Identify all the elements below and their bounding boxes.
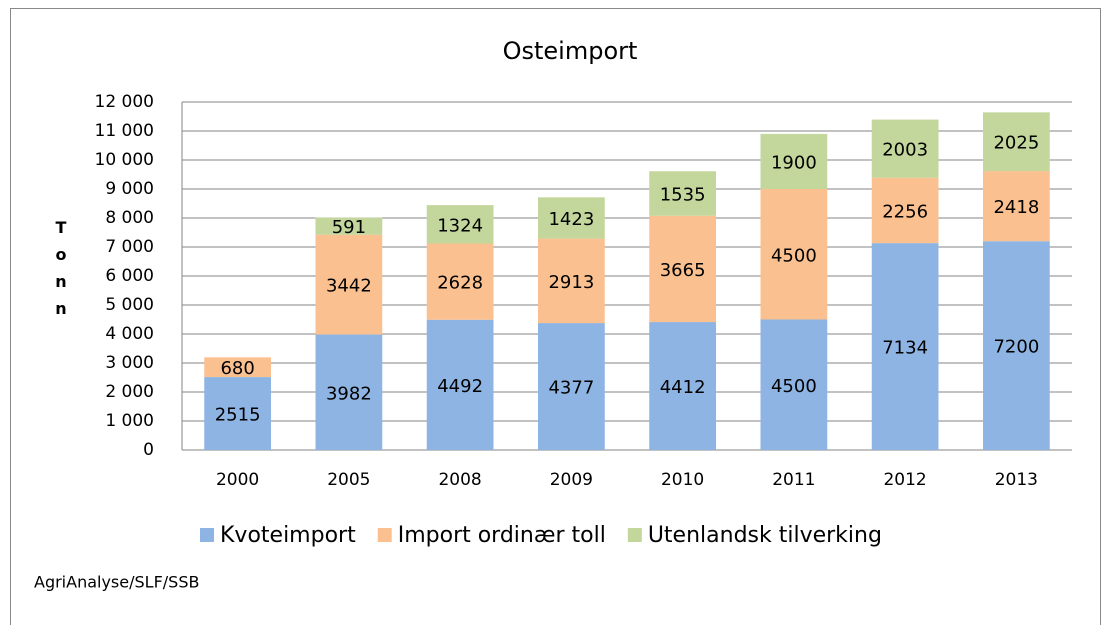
data-label: 3665 bbox=[660, 260, 706, 281]
data-label: 2418 bbox=[993, 197, 1039, 218]
legend-swatch bbox=[627, 528, 642, 542]
x-tick-label: 2011 bbox=[772, 470, 815, 490]
data-label: 1900 bbox=[771, 152, 817, 173]
x-tick-label: 2013 bbox=[995, 470, 1038, 490]
y-tick-label: 5 000 bbox=[105, 295, 154, 315]
y-tick-label: 10 000 bbox=[95, 150, 154, 170]
data-label: 2003 bbox=[882, 140, 928, 161]
bar-segment bbox=[538, 238, 605, 324]
bar-segment bbox=[760, 189, 828, 320]
bar-segment bbox=[426, 243, 494, 320]
data-label: 3982 bbox=[326, 383, 372, 404]
legend-label: Kvoteimport bbox=[220, 523, 356, 548]
x-tick-label: 2008 bbox=[438, 470, 481, 490]
legend-swatch bbox=[200, 528, 214, 542]
y-tick-label: 7 000 bbox=[105, 237, 154, 257]
y-tick-label: 1 000 bbox=[105, 411, 154, 431]
data-label: 1324 bbox=[437, 215, 483, 236]
bar-segment bbox=[649, 171, 716, 216]
bar-segment bbox=[204, 377, 271, 450]
x-tick-label: 2009 bbox=[550, 470, 593, 490]
bar-segment bbox=[426, 319, 494, 450]
data-label: 2913 bbox=[548, 272, 594, 293]
y-tick-label: 4 000 bbox=[105, 324, 154, 344]
y-tick-label: 0 bbox=[143, 440, 154, 460]
legend-label: Import ordinær toll bbox=[398, 523, 606, 548]
x-tick-label: 2000 bbox=[216, 470, 259, 490]
bar-segment bbox=[315, 334, 383, 450]
x-tick-label: 2005 bbox=[327, 470, 370, 490]
bar-segment bbox=[538, 323, 605, 450]
data-label: 3442 bbox=[326, 276, 372, 297]
data-label: 7200 bbox=[993, 337, 1039, 358]
bar-segment bbox=[649, 322, 716, 450]
bar-segment bbox=[871, 243, 939, 450]
source: AgriAnalyse/SLF/SSB bbox=[34, 573, 199, 592]
data-label: 2256 bbox=[882, 201, 928, 222]
chart-title: Osteimport bbox=[503, 37, 638, 65]
y-axis-label: Tonn bbox=[52, 218, 71, 326]
bar-segment bbox=[649, 215, 716, 323]
data-label: 680 bbox=[220, 358, 254, 379]
y-tick-label: 3 000 bbox=[105, 353, 154, 373]
y-tick-label: 2 000 bbox=[105, 382, 154, 402]
y-tick-label: 12 000 bbox=[95, 92, 154, 112]
x-tick-label: 2010 bbox=[661, 470, 704, 490]
legend-label: Utenlandsk tilverking bbox=[648, 523, 882, 548]
data-label: 2515 bbox=[215, 405, 261, 426]
data-label: 4412 bbox=[660, 377, 706, 398]
y-tick-label: 8 000 bbox=[105, 208, 154, 228]
data-label: 591 bbox=[332, 217, 366, 238]
bar-segment bbox=[871, 119, 939, 178]
bar-segment bbox=[315, 217, 383, 235]
bar-segment bbox=[538, 197, 605, 239]
data-label: 4492 bbox=[437, 376, 483, 397]
y-tick-label: 9 000 bbox=[105, 179, 154, 199]
data-label: 4377 bbox=[548, 378, 594, 399]
y-tick-label: 6 000 bbox=[105, 266, 154, 286]
bar-segment bbox=[760, 319, 828, 450]
data-label: 7134 bbox=[882, 338, 928, 359]
data-label: 2628 bbox=[437, 273, 483, 294]
y-tick-label: 11 000 bbox=[95, 121, 154, 141]
data-label: 4500 bbox=[771, 376, 817, 397]
legend-swatch bbox=[377, 528, 392, 542]
bar-segment bbox=[315, 234, 383, 335]
bar-segment bbox=[426, 205, 494, 244]
bar-segment bbox=[204, 357, 271, 378]
bar-segment bbox=[983, 112, 1050, 172]
bar-segment bbox=[760, 133, 828, 189]
data-label: 4500 bbox=[771, 245, 817, 266]
x-tick-label: 2012 bbox=[883, 470, 926, 490]
data-label: 1535 bbox=[660, 185, 706, 206]
data-label: 1423 bbox=[548, 209, 594, 230]
bar-segment bbox=[983, 241, 1050, 450]
bar-segment bbox=[983, 171, 1050, 242]
data-label: 2025 bbox=[993, 133, 1039, 154]
bar-segment bbox=[871, 177, 939, 244]
